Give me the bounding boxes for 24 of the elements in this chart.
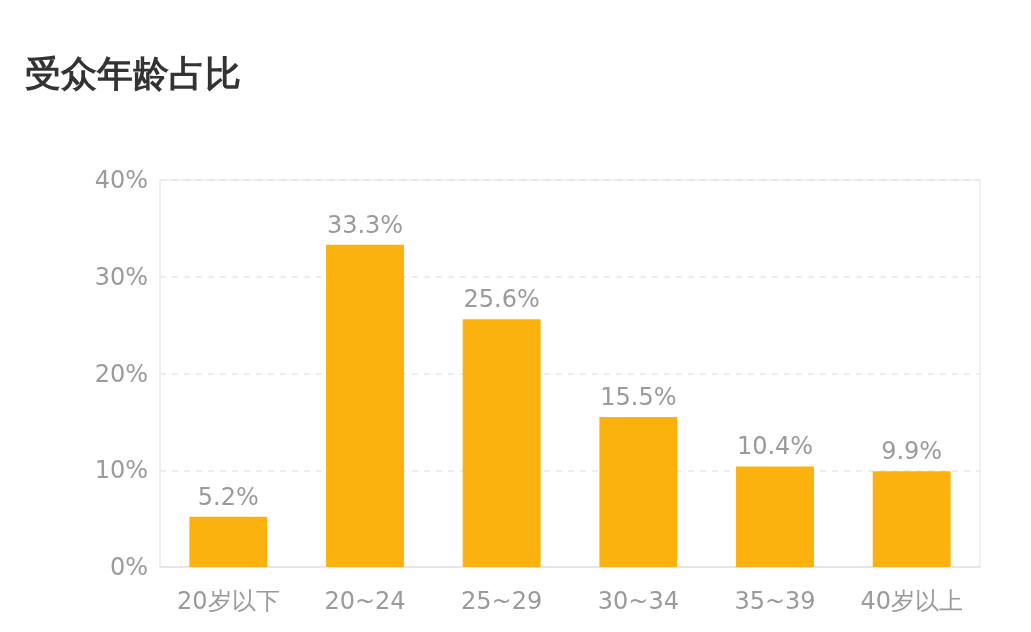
- x-tick-label: 40岁以上: [860, 587, 963, 615]
- x-tick-label: 20~24: [324, 587, 406, 615]
- chart-title: 受众年龄占比: [25, 52, 241, 94]
- x-tick-label: 25~29: [461, 587, 543, 615]
- data-label: 9.9%: [881, 437, 943, 466]
- y-tick-label: 40%: [94, 166, 148, 194]
- y-tick-label: 30%: [94, 262, 148, 291]
- y-tick-label: 0%: [109, 553, 148, 581]
- x-tick-label: 30~34: [597, 587, 679, 615]
- bar: [599, 417, 678, 567]
- bar: [326, 244, 404, 567]
- bar: [736, 466, 814, 567]
- bar: [462, 319, 541, 567]
- data-label: 10.4%: [736, 432, 814, 461]
- data-label: 15.5%: [600, 383, 677, 412]
- data-label: 33.3%: [326, 210, 404, 239]
- data-label: 5.2%: [197, 482, 259, 511]
- y-tick-label: 20%: [94, 359, 148, 388]
- y-tick-label: 10%: [94, 456, 148, 485]
- bar: [189, 516, 268, 567]
- x-tick-label: 35~39: [734, 587, 816, 615]
- bar: [872, 471, 951, 567]
- x-tick-label: 20岁以下: [177, 587, 280, 615]
- data-label: 25.6%: [463, 285, 540, 314]
